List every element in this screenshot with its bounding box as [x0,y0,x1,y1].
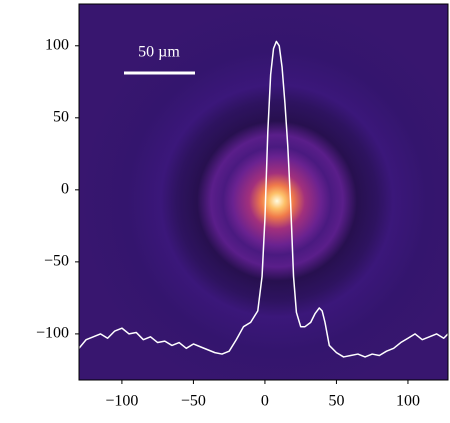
y-tick-label: −100 [36,325,69,342]
x-tick-label: −100 [105,393,138,410]
y-tick-label: 50 [53,108,69,125]
profile-line [79,40,448,358]
plot-frame [78,3,449,381]
y-tick-label: −50 [44,253,69,270]
y-tick-label: 100 [45,36,69,53]
x-tick-label: 100 [396,393,420,410]
x-tick-label: 50 [328,393,344,410]
x-tick-label: 0 [261,393,269,410]
beam-image [79,4,448,380]
scale-bar-label: 50 µm [138,44,180,61]
y-tick-label: 0 [61,181,69,198]
x-tick-label: −50 [181,393,206,410]
